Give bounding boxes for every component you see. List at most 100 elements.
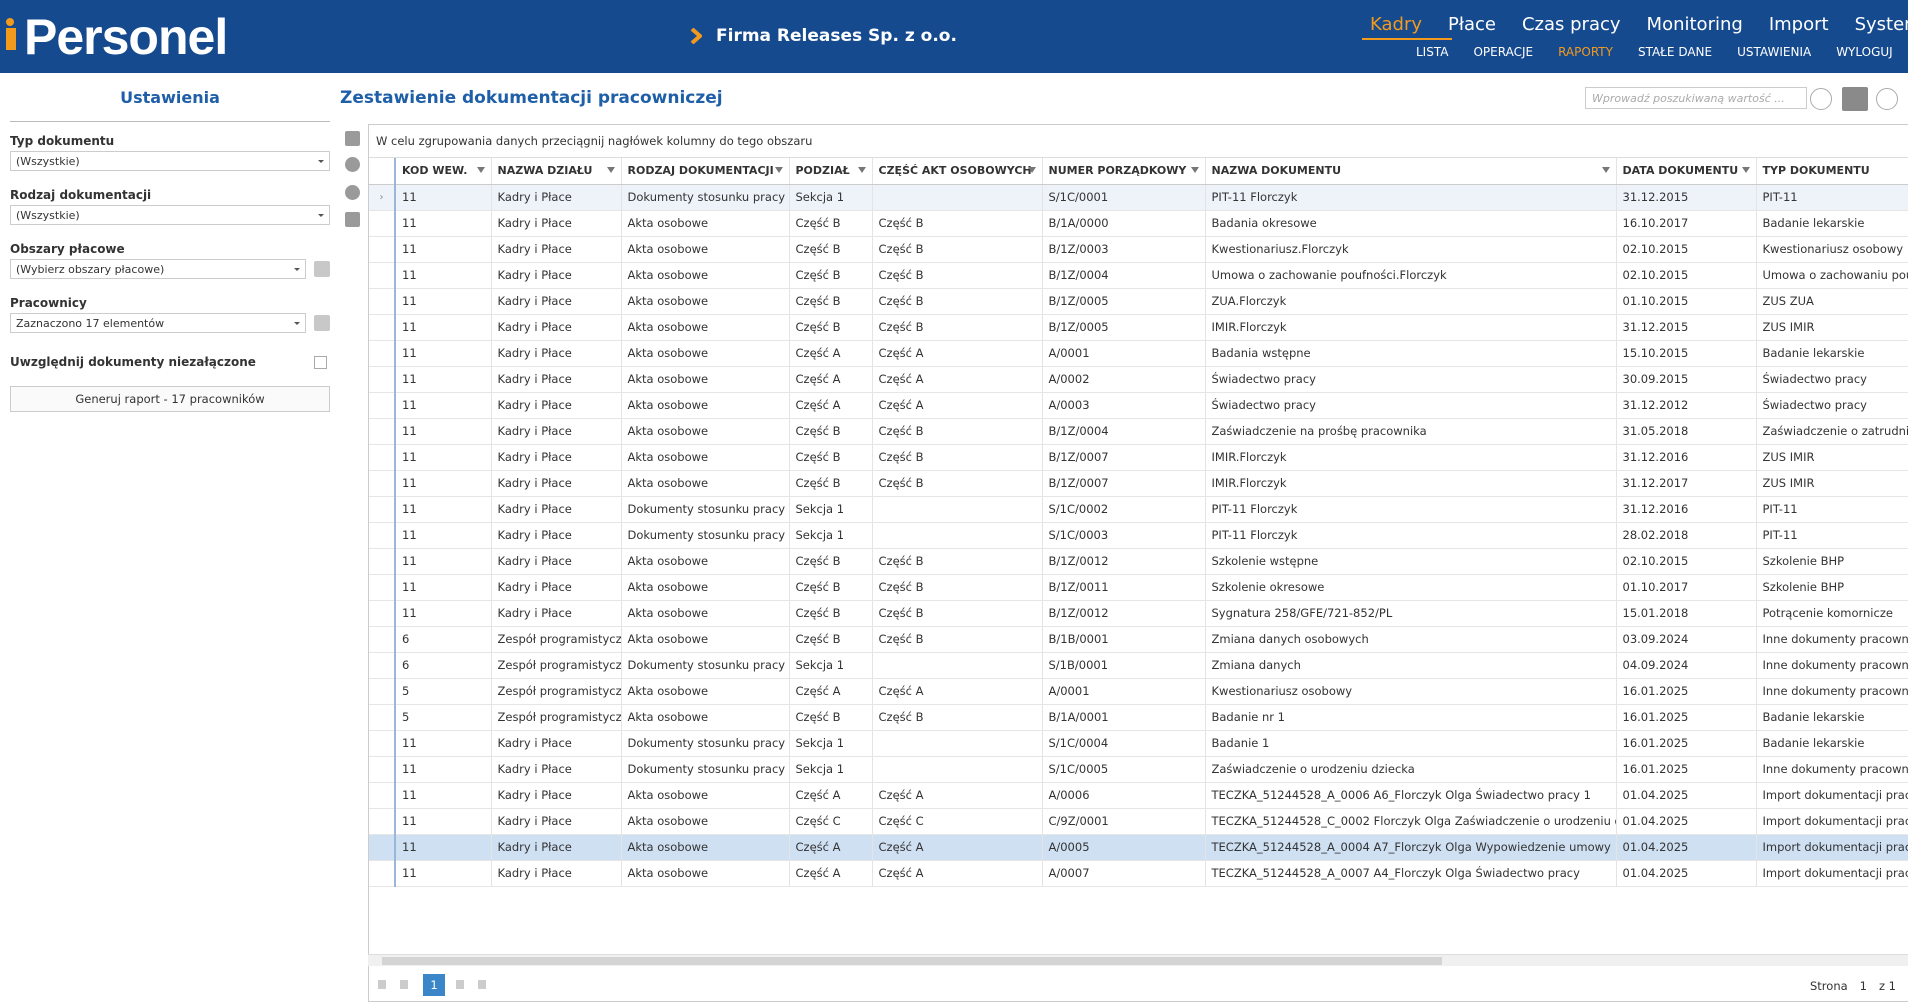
row-expander[interactable] [369, 730, 395, 756]
pager-prev[interactable] [400, 980, 408, 989]
subnav-item[interactable]: STAŁE DANE [1638, 45, 1712, 59]
table-row[interactable]: 11Kadry i PłaceAkta osoboweCzęść BCzęść … [369, 574, 1908, 600]
nav-item[interactable]: System [1855, 14, 1908, 39]
subnav-item[interactable]: WYLOGUJ [1836, 45, 1893, 59]
row-expander[interactable] [369, 600, 395, 626]
row-expander[interactable] [369, 496, 395, 522]
filter-icon[interactable] [607, 167, 615, 177]
logo[interactable]: Personel [10, 8, 227, 66]
subnav-item[interactable]: LISTA [1416, 45, 1448, 59]
table-row[interactable]: 11Kadry i PłaceDokumenty stosunku pracyS… [369, 730, 1908, 756]
table-row[interactable]: 11Kadry i PłaceAkta osoboweCzęść BCzęść … [369, 314, 1908, 340]
row-expander[interactable] [369, 678, 395, 704]
table-row[interactable]: 11Kadry i PłaceAkta osoboweCzęść ACzęść … [369, 340, 1908, 366]
table-row[interactable]: 6Zespół programistycznyAkta osoboweCzęść… [369, 626, 1908, 652]
nav-item[interactable]: Monitoring [1647, 14, 1743, 39]
pager-next[interactable] [456, 980, 464, 989]
generate-button[interactable]: Generuj raport - 17 pracowników [10, 386, 330, 412]
row-expander[interactable] [369, 314, 395, 340]
row-expander[interactable] [369, 444, 395, 470]
checkbox[interactable] [314, 356, 327, 369]
subnav-item[interactable]: USTAWIENIA [1737, 45, 1811, 59]
column-header[interactable]: CZĘŚĆ AKT OSOBOWYCH [872, 158, 1042, 184]
row-expander[interactable] [369, 834, 395, 860]
table-row[interactable]: 11Kadry i PłaceAkta osoboweCzęść BCzęść … [369, 288, 1908, 314]
tool-icon[interactable] [345, 157, 360, 172]
scroll-thumb[interactable] [382, 957, 1442, 965]
row-expander[interactable] [369, 522, 395, 548]
subnav-item[interactable]: RAPORTY [1558, 45, 1613, 59]
table-row[interactable]: 11Kadry i PłaceAkta osoboweCzęść ACzęść … [369, 392, 1908, 418]
row-expander[interactable] [369, 626, 395, 652]
row-expander[interactable] [369, 652, 395, 678]
row-expander[interactable] [369, 210, 395, 236]
nav-item[interactable]: Czas pracy [1522, 14, 1621, 39]
table-row[interactable]: 11Kadry i PłaceAkta osoboweCzęść ACzęść … [369, 366, 1908, 392]
filter-icon[interactable] [1742, 167, 1750, 177]
row-expander[interactable] [369, 782, 395, 808]
table-row[interactable]: 11Kadry i PłaceAkta osoboweCzęść BCzęść … [369, 236, 1908, 262]
column-header[interactable]: NAZWA DOKUMENTU [1205, 158, 1616, 184]
pager-current[interactable]: 1 [423, 974, 445, 996]
table-row[interactable]: 11Kadry i PłaceDokumenty stosunku pracyS… [369, 522, 1908, 548]
row-expander[interactable] [369, 756, 395, 782]
row-expander[interactable] [369, 236, 395, 262]
subnav-item[interactable]: OPERACJE [1473, 45, 1533, 59]
table-row[interactable]: 11Kadry i PłaceAkta osoboweCzęść CCzęść … [369, 808, 1908, 834]
row-expander[interactable] [369, 262, 395, 288]
field-icon[interactable] [314, 261, 330, 277]
table-row[interactable]: 11Kadry i PłaceAkta osoboweCzęść BCzęść … [369, 600, 1908, 626]
table-row[interactable]: 11Kadry i PłaceAkta osoboweCzęść BCzęść … [369, 418, 1908, 444]
table-row[interactable]: 11Kadry i PłaceAkta osoboweCzęść ACzęść … [369, 782, 1908, 808]
row-expander[interactable]: › [369, 184, 395, 210]
row-expander[interactable] [369, 418, 395, 444]
column-header[interactable]: DATA DOKUMENTU [1616, 158, 1756, 184]
column-header[interactable]: TYP DOKUMENTU [1756, 158, 1908, 184]
filter-icon[interactable] [858, 167, 866, 177]
select[interactable]: (Wszystkie) [10, 151, 330, 171]
table-row[interactable]: 5Zespół programistycznyAkta osoboweCzęść… [369, 678, 1908, 704]
excel-button[interactable] [1842, 87, 1868, 111]
row-expander[interactable] [369, 366, 395, 392]
filter-icon[interactable] [1191, 167, 1199, 177]
table-row[interactable]: 11Kadry i PłaceAkta osoboweCzęść BCzęść … [369, 210, 1908, 236]
filter-icon[interactable] [1028, 167, 1036, 177]
table-row[interactable]: 11Kadry i PłaceAkta osoboweCzęść BCzęść … [369, 444, 1908, 470]
search-button[interactable] [1810, 88, 1832, 110]
column-header[interactable]: KOD WEW. [395, 158, 491, 184]
table-row[interactable]: 11Kadry i PłaceAkta osoboweCzęść ACzęść … [369, 834, 1908, 860]
filter-icon[interactable] [775, 167, 783, 177]
tool-icon[interactable] [345, 212, 360, 227]
nav-item[interactable]: Kadry [1370, 14, 1422, 39]
row-expander[interactable] [369, 860, 395, 886]
select[interactable]: Zaznaczono 17 elementów [10, 313, 306, 333]
row-expander[interactable] [369, 574, 395, 600]
table-row[interactable]: 11Kadry i PłaceDokumenty stosunku pracyS… [369, 756, 1908, 782]
filter-icon[interactable] [477, 167, 485, 177]
table-row[interactable]: 11Kadry i PłaceAkta osoboweCzęść BCzęść … [369, 548, 1908, 574]
column-header[interactable]: RODZAJ DOKUMENTACJI [621, 158, 789, 184]
row-expander[interactable] [369, 340, 395, 366]
table-row[interactable]: 6Zespół programistycznyDokumenty stosunk… [369, 652, 1908, 678]
tool-icon[interactable] [345, 185, 360, 200]
row-expander[interactable] [369, 470, 395, 496]
nav-item[interactable]: Płace [1448, 14, 1496, 39]
pager-first[interactable] [378, 980, 386, 989]
column-header[interactable]: PODZIAŁ [789, 158, 872, 184]
column-header[interactable]: NAZWA DZIAŁU [491, 158, 621, 184]
field-icon[interactable] [314, 315, 330, 331]
row-expander[interactable] [369, 548, 395, 574]
row-expander[interactable] [369, 392, 395, 418]
table-row[interactable]: 11Kadry i PłaceAkta osoboweCzęść BCzęść … [369, 262, 1908, 288]
select[interactable]: (Wybierz obszary płacowe) [10, 259, 306, 279]
filter-icon[interactable] [1602, 167, 1610, 177]
table-row[interactable]: 11Kadry i PłaceDokumenty stosunku pracyS… [369, 496, 1908, 522]
row-expander[interactable] [369, 704, 395, 730]
table-row[interactable]: 11Kadry i PłaceAkta osoboweCzęść BCzęść … [369, 470, 1908, 496]
search-input[interactable]: Wprowadź poszukiwaną wartość ... [1585, 87, 1807, 109]
scrollbar[interactable] [368, 954, 1908, 966]
tool-icon[interactable] [345, 131, 360, 146]
select[interactable]: (Wszystkie) [10, 205, 330, 225]
table-row[interactable]: 5Zespół programistycznyAkta osoboweCzęść… [369, 704, 1908, 730]
close-button[interactable] [1876, 88, 1898, 110]
